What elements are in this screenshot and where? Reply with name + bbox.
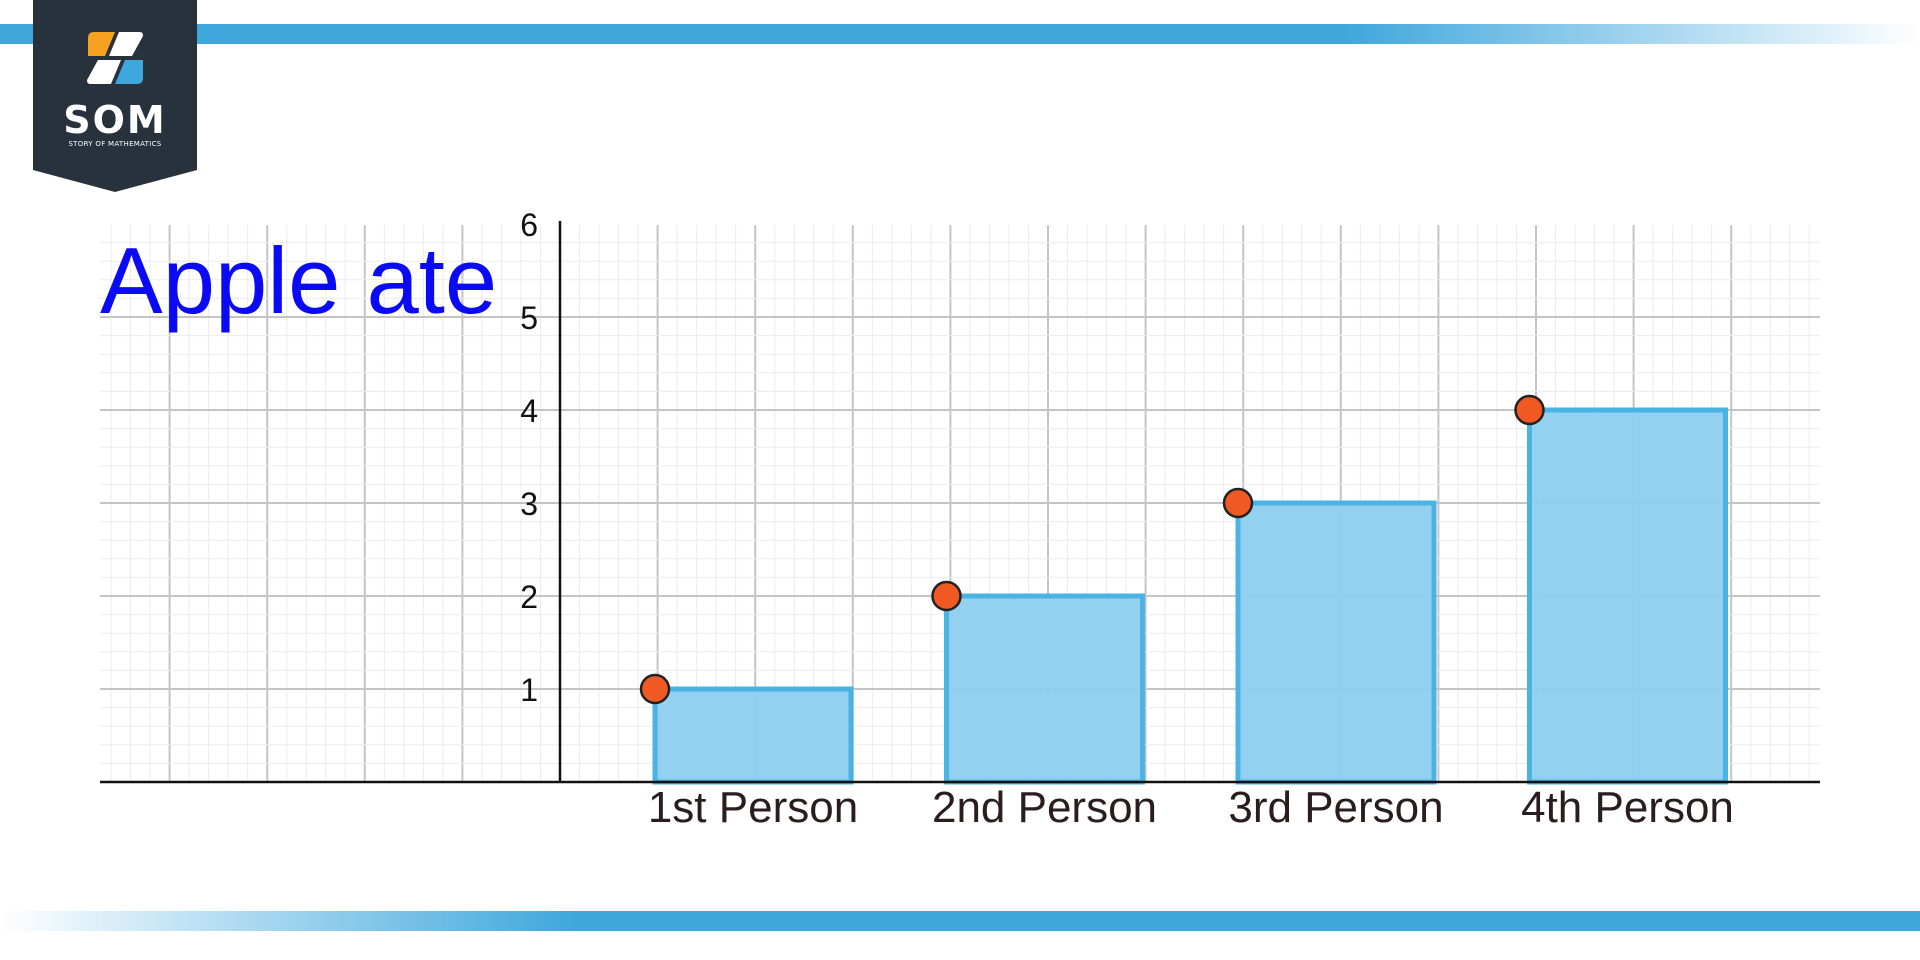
- logo-badge-icon: [33, 0, 197, 192]
- bottom-decorative-band: [0, 911, 1920, 931]
- bar: [1235, 500, 1437, 785]
- chart-title: Apple ate: [100, 228, 497, 333]
- y-tick-label: 5: [520, 300, 538, 336]
- y-tick-label: 1: [520, 672, 538, 708]
- y-tick-labels: 1 2 3 4 5 6: [520, 207, 538, 708]
- chart-markers: [639, 394, 1545, 705]
- y-tick-label: 2: [520, 579, 538, 615]
- data-point-marker: [931, 580, 962, 612]
- bar: [1527, 407, 1728, 785]
- logo-subtext: STORY OF MATHEMATICS: [68, 140, 162, 148]
- y-tick-label: 3: [520, 486, 538, 522]
- category-label: 4th Person: [1521, 783, 1734, 832]
- data-point-marker: [1514, 394, 1545, 426]
- category-label: 3rd Person: [1228, 783, 1443, 832]
- data-point-marker: [1222, 487, 1254, 519]
- som-logo: SOM STORY OF MATHEMATICS: [33, 0, 197, 192]
- logo-text: SOM: [63, 98, 167, 142]
- y-tick-label: 4: [520, 393, 538, 429]
- bar: [652, 686, 854, 785]
- bar: [944, 593, 1145, 785]
- category-label: 1st Person: [648, 783, 858, 832]
- x-category-labels: 1st Person 2nd Person 3rd Person 4th Person: [648, 783, 1734, 832]
- category-label: 2nd Person: [932, 783, 1157, 832]
- chart-axes: [100, 221, 1820, 784]
- y-tick-label: 6: [520, 207, 538, 243]
- chart-bars: [652, 407, 1728, 785]
- top-decorative-band: [0, 24, 1920, 44]
- data-point-marker: [639, 673, 671, 705]
